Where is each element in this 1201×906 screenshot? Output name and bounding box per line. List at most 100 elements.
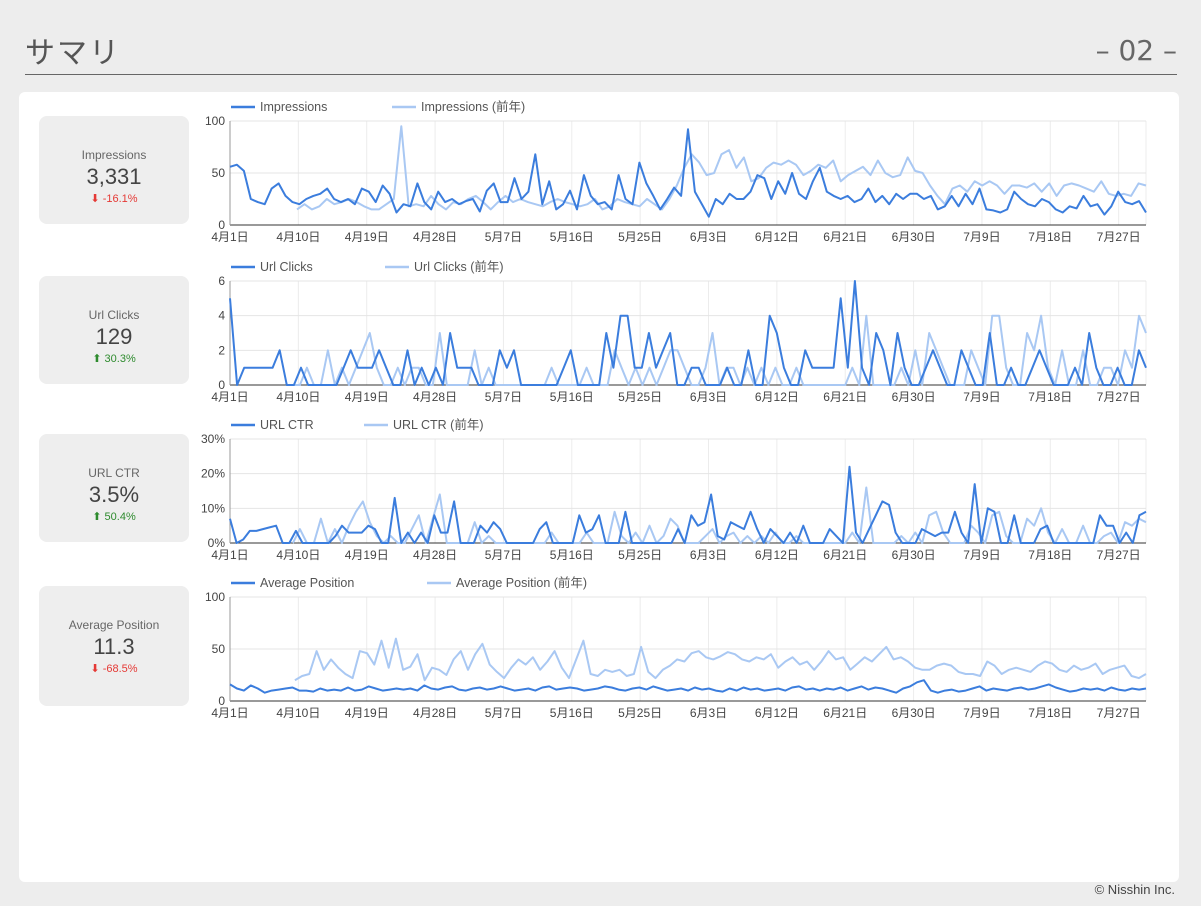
x-tick-label: 4月28日 xyxy=(413,706,457,720)
x-tick-label: 6月30日 xyxy=(892,548,936,562)
x-tick-label: 6月12日 xyxy=(755,390,799,404)
x-tick-label: 6月12日 xyxy=(755,706,799,720)
x-tick-label: 4月1日 xyxy=(211,706,248,720)
x-tick-label: 6月21日 xyxy=(823,230,867,244)
x-tick-label: 5月7日 xyxy=(485,230,522,244)
x-tick-label: 6月3日 xyxy=(690,706,727,720)
kpi-delta: ⬇ -68.5% xyxy=(39,662,189,675)
x-tick-label: 7月9日 xyxy=(963,706,1000,720)
legend-item[interactable]: Url Clicks (前年) xyxy=(385,259,504,274)
kpi-label: URL CTR xyxy=(88,466,140,480)
y-tick-label: 30% xyxy=(201,432,225,446)
page-number: – 02 – xyxy=(1095,34,1177,67)
x-tick-label: 4月19日 xyxy=(345,230,389,244)
x-tick-label: 4月28日 xyxy=(413,548,457,562)
kpi-impressions[interactable]: Impressions 3,331 ⬇ -16.1% xyxy=(39,116,189,224)
legend-item[interactable]: Impressions xyxy=(231,100,327,114)
x-tick-label: 6月30日 xyxy=(892,390,936,404)
x-tick-label: 6月12日 xyxy=(755,230,799,244)
page-header: サマリ – 02 – xyxy=(25,26,1177,75)
x-tick-label: 5月16日 xyxy=(550,706,594,720)
y-tick-label: 100 xyxy=(205,590,225,604)
y-tick-label: 100 xyxy=(205,114,225,128)
x-tick-label: 5月7日 xyxy=(485,548,522,562)
series-line-previous-year[interactable] xyxy=(292,486,1147,544)
series-line-current[interactable] xyxy=(229,128,1147,218)
kpi-label: Average Position xyxy=(68,618,160,632)
x-tick-label: 5月25日 xyxy=(618,706,662,720)
y-tick-label: 0 xyxy=(218,694,225,708)
legend-item[interactable]: Average Position (前年) xyxy=(427,575,587,590)
y-tick-label: 0% xyxy=(208,536,226,550)
kpi-url-clicks[interactable]: Url Clicks 129 ⬆ 30.3% xyxy=(39,276,189,384)
x-tick-label: 4月19日 xyxy=(345,548,389,562)
x-tick-label: 6月12日 xyxy=(755,548,799,562)
impressions-chart[interactable]: Impressions Impressions (前年) 0 50 100 4月1日 4月1… xyxy=(189,96,1179,246)
url-clicks-chart[interactable]: Url Clicks Url Clicks (前年) 0 2 4 6 4月1日 4月10日 4月… xyxy=(189,256,1179,406)
y-tick-label: 0 xyxy=(218,378,225,392)
y-tick-label: 10% xyxy=(201,501,225,515)
series-line-current[interactable] xyxy=(229,280,1147,386)
series-line-current[interactable] xyxy=(229,465,1147,544)
x-tick-label: 7月18日 xyxy=(1028,706,1072,720)
kpi-delta-value: -16.1% xyxy=(102,193,138,205)
x-tick-label: 4月10日 xyxy=(276,706,320,720)
legend-label: Impressions (前年) xyxy=(421,99,525,114)
x-tick-label: 7月27日 xyxy=(1097,548,1141,562)
x-tick-label: 4月1日 xyxy=(211,548,248,562)
legend-label: URL CTR (前年) xyxy=(393,417,484,432)
kpi-average-position[interactable]: Average Position 11.3 ⬇ -68.5% xyxy=(39,586,189,706)
x-tick-label: 5月16日 xyxy=(550,230,594,244)
kpi-delta: ⬆ 30.3% xyxy=(39,352,189,365)
x-tick-label: 6月3日 xyxy=(690,548,727,562)
series-line-current[interactable] xyxy=(229,679,1147,694)
kpi-url-ctr[interactable]: URL CTR 3.5% ⬆ 50.4% xyxy=(39,434,189,542)
kpi-delta-value: 50.4% xyxy=(104,511,136,523)
arrow-down-icon: ⬇ xyxy=(90,663,100,675)
x-tick-label: 4月19日 xyxy=(345,390,389,404)
legend-item[interactable]: Impressions (前年) xyxy=(392,99,525,114)
x-tick-label: 7月27日 xyxy=(1097,230,1141,244)
legend-item[interactable]: URL CTR xyxy=(231,418,314,432)
x-tick-label: 5月16日 xyxy=(550,548,594,562)
kpi-delta: ⬇ -16.1% xyxy=(39,192,189,205)
x-tick-label: 4月10日 xyxy=(276,390,320,404)
x-tick-label: 7月9日 xyxy=(963,548,1000,562)
series-line-previous-year[interactable] xyxy=(296,125,1147,211)
x-tick-label: 4月28日 xyxy=(413,390,457,404)
kpi-delta-value: -68.5% xyxy=(102,663,138,675)
x-tick-label: 6月3日 xyxy=(690,230,727,244)
legend-label: URL CTR xyxy=(260,418,314,432)
x-tick-label: 7月18日 xyxy=(1028,548,1072,562)
y-tick-label: 6 xyxy=(218,274,225,288)
x-tick-label: 4月1日 xyxy=(211,390,248,404)
series-line-previous-year[interactable] xyxy=(294,637,1147,682)
y-tick-label: 50 xyxy=(212,642,226,656)
x-tick-label: 7月9日 xyxy=(963,390,1000,404)
x-tick-label: 7月18日 xyxy=(1028,390,1072,404)
x-tick-label: 6月30日 xyxy=(892,706,936,720)
x-tick-label: 7月27日 xyxy=(1097,706,1141,720)
x-tick-label: 6月21日 xyxy=(823,390,867,404)
x-tick-label: 5月16日 xyxy=(550,390,594,404)
y-tick-label: 50 xyxy=(212,166,226,180)
legend-item[interactable]: Url Clicks xyxy=(231,260,313,274)
kpi-value: 129 xyxy=(95,324,133,349)
x-tick-label: 5月25日 xyxy=(618,390,662,404)
x-tick-label: 4月19日 xyxy=(345,706,389,720)
x-tick-label: 6月3日 xyxy=(690,390,727,404)
y-tick-label: 2 xyxy=(218,343,225,357)
x-tick-label: 4月10日 xyxy=(276,230,320,244)
legend-label: Average Position (前年) xyxy=(456,575,587,590)
legend-item[interactable]: Average Position xyxy=(231,576,354,590)
x-tick-label: 5月25日 xyxy=(618,230,662,244)
kpi-label: Url Clicks xyxy=(88,308,140,322)
url-ctr-chart[interactable]: URL CTR URL CTR (前年) 0% 10% 20% 30% 4月1日 4月10日 4… xyxy=(189,414,1179,564)
x-tick-label: 4月10日 xyxy=(276,548,320,562)
average-position-chart[interactable]: Average Position Average Position (前年) 0 50… xyxy=(189,572,1179,722)
legend-item[interactable]: URL CTR (前年) xyxy=(364,417,484,432)
legend-label: Impressions xyxy=(260,100,327,114)
x-tick-label: 5月7日 xyxy=(485,706,522,720)
x-tick-label: 6月21日 xyxy=(823,706,867,720)
legend-label: Url Clicks xyxy=(260,260,313,274)
